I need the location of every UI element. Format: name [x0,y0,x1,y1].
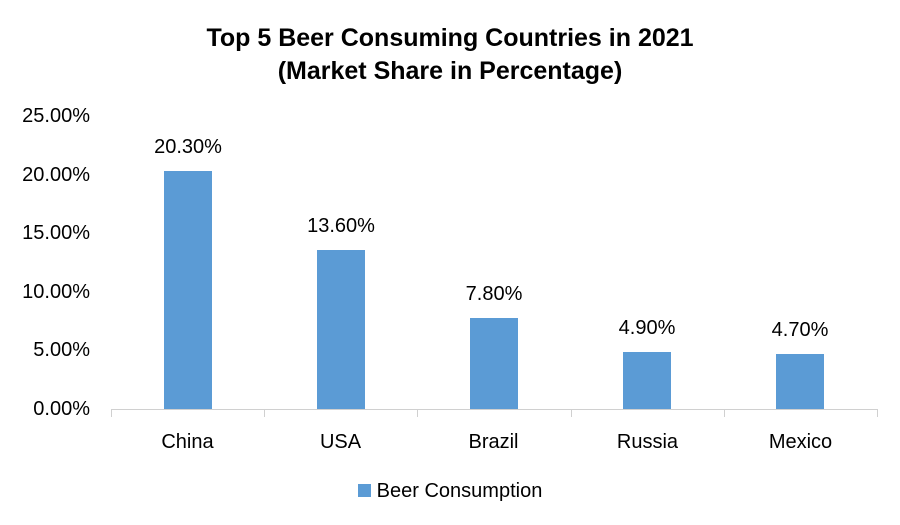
y-tick-label: 20.00% [22,163,90,186]
x-axis-tick [724,409,725,417]
legend-label: Beer Consumption [376,480,543,502]
legend-swatch [357,484,371,497]
y-tick-label: 25.00% [22,105,90,127]
y-tick-label: 10.00% [22,280,90,303]
x-axis-tick [417,409,418,417]
x-tick-label: Mexico [768,431,833,453]
y-tick-label: 15.00% [22,222,90,245]
x-tick-label: USA [319,431,362,453]
data-label: 7.80% [465,283,523,305]
x-axis-tick [571,409,572,417]
x-axis-line [111,409,877,410]
y-tick-label: 0.00% [33,398,90,420]
x-axis-tick [111,409,112,417]
chart-subtitle: (Market Share in Percentage) [277,57,623,85]
x-tick-label: China [161,431,214,453]
legend: Beer Consumption [0,480,900,502]
bar-china [164,171,212,409]
chart-title: Top 5 Beer Consuming Countries in 2021 [206,24,694,52]
bar-russia [623,352,671,409]
bar-mexico [776,354,824,409]
data-label: 13.60% [307,215,375,237]
x-axis-tick [877,409,878,417]
bar-usa [317,250,365,409]
data-label: 20.30% [154,136,222,158]
bar-brazil [470,318,518,409]
data-label: 4.90% [618,317,676,339]
data-label: 4.70% [771,319,829,341]
y-tick-label: 5.00% [33,339,90,362]
x-axis-tick [264,409,265,417]
x-tick-label: Brazil [468,431,519,453]
x-tick-label: Russia [616,431,679,453]
